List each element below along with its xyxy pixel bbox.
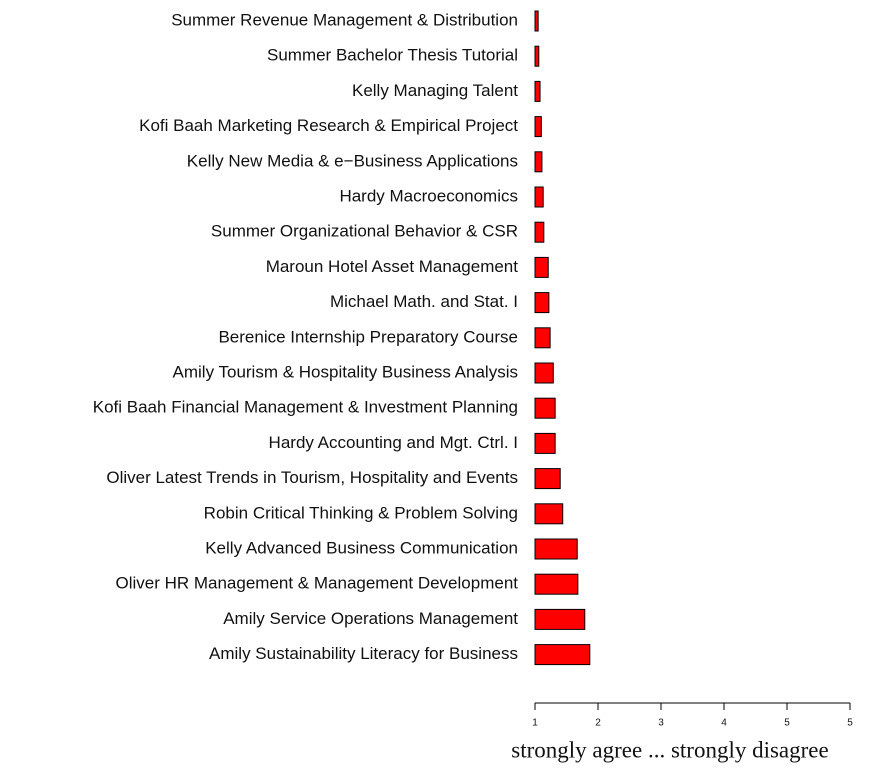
bar: [534, 116, 542, 138]
y-tick-label: Kelly Managing Talent: [352, 81, 518, 100]
bar: [534, 432, 556, 454]
bar: [534, 45, 540, 67]
y-tick-label: Oliver Latest Trends in Tourism, Hospita…: [106, 468, 518, 487]
x-axis-label: strongly agree ... strongly disagree: [511, 737, 828, 762]
x-tick-label: 5: [784, 718, 790, 729]
y-tick-label: Amily Sustainability Literacy for Busine…: [209, 644, 518, 663]
y-tick-label: Summer Revenue Management & Distribution: [171, 10, 518, 29]
y-tick-label: Robin Critical Thinking & Problem Solvin…: [204, 503, 518, 522]
bar: [534, 80, 541, 102]
y-tick-label: Kelly Advanced Business Communication: [205, 538, 518, 557]
x-tick-label: 4: [721, 718, 727, 729]
bar: [534, 151, 543, 173]
x-tick-label: 1: [532, 718, 538, 729]
y-tick-label: Hardy Accounting and Mgt. Ctrl. I: [269, 433, 518, 452]
y-tick-label: Maroun Hotel Asset Management: [266, 257, 519, 276]
bar: [534, 468, 561, 490]
y-tick-label: Kofi Baah Financial Management & Investm…: [93, 398, 518, 417]
bar: [534, 292, 550, 314]
bar: [534, 186, 544, 208]
y-tick-label: Amily Service Operations Management: [223, 609, 518, 628]
x-tick-label: 3: [658, 718, 664, 729]
y-tick-label: Amily Tourism & Hospitality Business Ana…: [173, 362, 518, 381]
y-tick-label: Summer Organizational Behavior & CSR: [211, 222, 518, 241]
bar: [534, 397, 556, 419]
x-tick-label: 2: [595, 718, 601, 729]
y-tick-label: Michael Math. and Stat. I: [330, 292, 518, 311]
bar: [534, 573, 579, 595]
bar: [534, 221, 545, 243]
bar: [534, 10, 539, 32]
y-tick-label: Oliver HR Management & Management Develo…: [115, 574, 518, 593]
y-tick-label: Kelly New Media & e−Business Application…: [187, 151, 518, 170]
x-tick-label: 5: [847, 718, 853, 729]
bar: [534, 256, 549, 278]
y-tick-label: Berenice Internship Preparatory Course: [218, 327, 518, 346]
y-tick-label: Hardy Macroeconomics: [339, 186, 518, 205]
bar: [534, 644, 591, 666]
bar: [534, 503, 564, 525]
bar: [534, 538, 578, 560]
bar: [534, 608, 586, 630]
y-tick-label: Kofi Baah Marketing Research & Empirical…: [139, 116, 518, 135]
y-tick-label: Summer Bachelor Thesis Tutorial: [267, 46, 518, 65]
bar: [534, 362, 554, 384]
bar: [534, 327, 551, 349]
